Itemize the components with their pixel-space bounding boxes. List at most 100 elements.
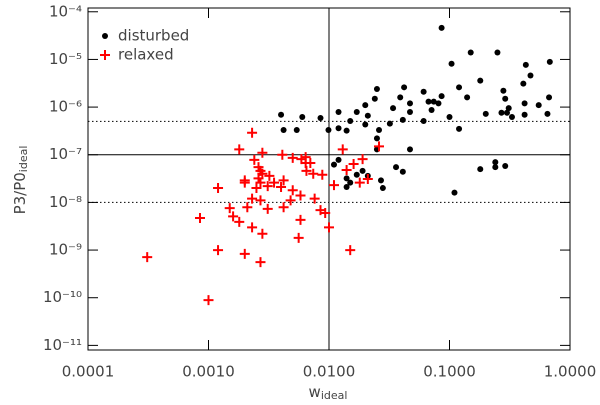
data-point: [325, 127, 332, 134]
data-point: [354, 177, 365, 188]
data-point: [309, 193, 320, 204]
data-point: [379, 185, 386, 192]
x-axis-label: wideal: [309, 383, 348, 403]
legend-label: relaxed: [118, 46, 174, 64]
y-tick-label: 10⁻⁴: [49, 2, 82, 20]
data-point: [324, 222, 334, 233]
data-point: [239, 177, 250, 188]
data-point: [374, 141, 385, 152]
data-point: [508, 113, 515, 120]
data-point: [257, 228, 268, 239]
data-point: [362, 121, 369, 128]
y-tick-label: 10⁻⁶: [49, 98, 82, 116]
data-point: [278, 175, 289, 186]
data-point: [308, 168, 319, 179]
data-point: [393, 164, 400, 171]
data-point: [224, 203, 235, 214]
data-point: [357, 154, 368, 165]
data-point: [278, 111, 285, 118]
data-point: [362, 102, 369, 109]
data-point: [438, 24, 445, 31]
data-point: [234, 216, 245, 227]
data-point: [262, 203, 273, 214]
data-point: [305, 158, 316, 169]
data-point: [448, 60, 455, 67]
legend-marker: [100, 50, 110, 60]
data-point: [451, 189, 458, 196]
data-point: [255, 177, 266, 188]
y-tick-label: 10⁻⁹: [49, 241, 82, 259]
data-point: [544, 110, 551, 117]
data-point: [242, 202, 253, 213]
data-point: [420, 88, 427, 95]
data-point: [247, 193, 258, 204]
data-point: [498, 109, 505, 116]
data-point: [278, 202, 289, 213]
data-point: [280, 127, 287, 134]
data-point: [377, 177, 384, 184]
data-point: [247, 222, 258, 233]
data-point: [348, 158, 359, 169]
data-point: [347, 118, 354, 125]
data-point: [299, 113, 306, 120]
data-point: [293, 232, 304, 243]
data-point: [343, 175, 350, 182]
data-point: [328, 180, 339, 191]
data-point: [285, 195, 296, 206]
data-point: [482, 110, 489, 117]
data-point: [428, 106, 435, 113]
data-point: [376, 127, 383, 134]
data-point: [399, 116, 406, 123]
data-point: [362, 173, 373, 184]
data-point: [287, 152, 298, 163]
data-point: [535, 102, 542, 109]
data-point: [234, 144, 245, 155]
data-point: [213, 245, 224, 256]
x-label-sub: ideal: [321, 389, 348, 402]
data-point: [277, 149, 288, 160]
data-point: [194, 213, 205, 224]
data-point: [546, 94, 553, 101]
data-point: [435, 100, 442, 107]
y-tick-label: 10⁻⁷: [49, 145, 82, 163]
data-point: [494, 49, 501, 56]
data-point: [520, 80, 527, 87]
data-point: [269, 177, 280, 188]
data-point: [397, 94, 404, 101]
y-label-main: P3/P0: [11, 172, 29, 214]
y-tick-label: 10⁻⁸: [49, 193, 82, 211]
data-point: [399, 168, 406, 175]
data-point: [247, 127, 258, 138]
data-point: [364, 112, 371, 119]
data-point: [255, 195, 266, 206]
data-point: [293, 127, 300, 134]
data-point: [390, 105, 397, 112]
data-point: [373, 135, 380, 142]
data-point: [251, 183, 262, 194]
data-point: [401, 84, 408, 91]
data-point: [438, 93, 445, 100]
y-tick-label: 10⁻¹⁰: [43, 288, 82, 306]
data-point: [347, 179, 354, 186]
data-point: [373, 85, 380, 92]
data-point: [257, 147, 268, 158]
x-tick-label: 0.0100: [303, 363, 356, 381]
data-point: [521, 100, 528, 107]
x-tick-label: 0.0001: [62, 363, 115, 381]
y-tick-label: 10⁻¹¹: [43, 336, 82, 354]
data-point: [353, 108, 360, 115]
data-point: [406, 100, 413, 107]
data-point: [456, 125, 463, 132]
legend-marker: [102, 33, 108, 39]
y-tick-label: 10⁻⁵: [49, 50, 82, 68]
data-point: [343, 184, 350, 191]
data-point: [430, 98, 437, 105]
data-point: [239, 248, 250, 259]
data-point: [546, 58, 553, 65]
data-point: [500, 87, 507, 94]
data-point: [255, 257, 266, 268]
data-point: [492, 159, 499, 166]
data-point: [345, 245, 356, 256]
data-point: [295, 190, 306, 201]
data-point: [406, 108, 413, 115]
